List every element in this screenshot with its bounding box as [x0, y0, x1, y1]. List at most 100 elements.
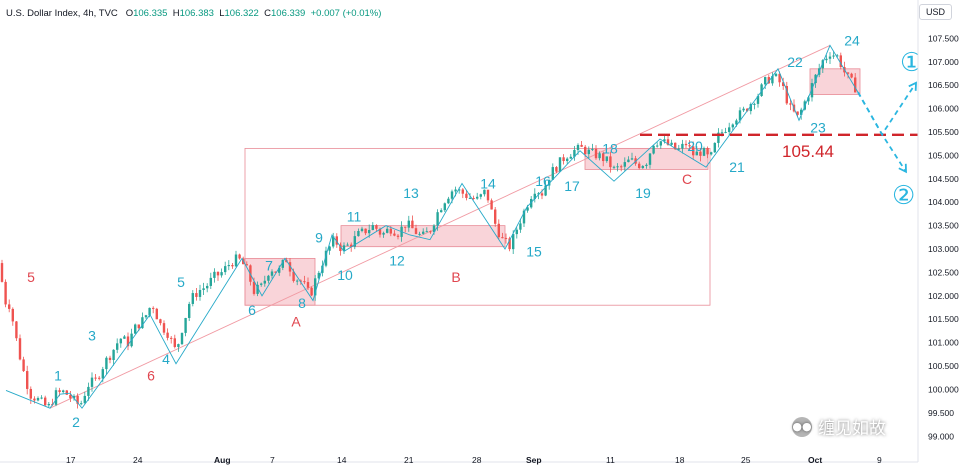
candle-body: [638, 163, 641, 169]
candle-body: [782, 82, 785, 86]
wave-label: C: [682, 171, 692, 187]
trendline-layer: [49, 44, 831, 409]
candle-body: [152, 307, 155, 309]
wave-label: 2: [72, 414, 80, 430]
y-tick-label: 100.000: [928, 384, 959, 394]
candle-body: [530, 198, 533, 208]
low-value: 106.322: [224, 8, 259, 19]
candle-body: [29, 388, 32, 399]
candle-body: [526, 207, 529, 211]
candle-body: [418, 233, 421, 235]
candle-body: [612, 166, 616, 168]
candle-body: [303, 281, 306, 283]
projection-layer: ①②: [857, 48, 923, 211]
candle-body: [8, 304, 11, 309]
wave-label: 6: [248, 302, 256, 318]
candle-body: [393, 233, 396, 236]
candle-body: [54, 390, 58, 405]
candle-body: [573, 149, 576, 157]
x-tick-label: 25: [741, 455, 751, 465]
wave-label: 20: [687, 138, 703, 154]
candle-body: [663, 139, 666, 142]
candle-body: [821, 60, 824, 69]
candle-body: [263, 280, 266, 284]
candle-body: [454, 189, 457, 192]
candle-body: [342, 245, 346, 252]
support-level-label: 105.44: [782, 142, 834, 161]
candle-body: [386, 228, 389, 233]
candle-body: [83, 395, 86, 404]
candle-body: [494, 209, 497, 224]
candle-body: [490, 200, 493, 210]
candle-body: [450, 191, 454, 199]
candle-body: [807, 97, 810, 102]
candle-body: [645, 164, 648, 167]
candle-body: [378, 228, 382, 235]
candle-body: [674, 142, 677, 150]
candle-body: [87, 386, 90, 396]
candle-body: [404, 226, 407, 228]
candle-body: [245, 264, 248, 266]
x-tick-label: 7: [270, 455, 275, 465]
candle-body: [137, 324, 140, 329]
y-tick-label: 107.500: [928, 33, 959, 43]
y-axis-background: [918, 0, 962, 471]
candle-body: [90, 377, 94, 387]
change-value: +0.007 (+0.01%): [310, 8, 382, 19]
candle-body: [76, 395, 79, 404]
candle-body: [447, 198, 450, 204]
candle-body: [465, 193, 468, 198]
candle-body: [184, 317, 187, 333]
y-tick-label: 99.500: [928, 408, 954, 418]
wave-label: 13: [403, 185, 419, 201]
candle-body: [710, 152, 713, 155]
candle-body: [616, 166, 619, 168]
candle-body: [767, 77, 770, 84]
wave-label: 5: [177, 274, 185, 290]
candle-body: [580, 144, 583, 147]
level-layer: 105.44: [640, 133, 950, 161]
candle-body: [382, 232, 385, 235]
candle-body: [180, 332, 184, 345]
candle-body: [630, 158, 634, 160]
wave-count-path: [5, 44, 859, 409]
chart-legend: U.S. Dollar Index, 4h, TVC O106.335 H106…: [6, 8, 381, 19]
candle-body: [458, 189, 461, 191]
candle-body: [508, 238, 511, 250]
candle-body: [270, 271, 274, 276]
candle-body: [695, 151, 698, 156]
candle-body: [288, 262, 292, 272]
candle-body: [33, 398, 36, 401]
currency-button[interactable]: USD: [918, 4, 952, 20]
candle-body: [641, 166, 644, 169]
candle-body: [774, 73, 778, 76]
candle-body: [389, 228, 392, 234]
y-tick-label: 104.500: [928, 174, 959, 184]
candle-body: [191, 293, 194, 304]
wave-label: 24: [844, 33, 860, 49]
candle-body: [292, 271, 295, 282]
candle-body: [728, 127, 731, 132]
candle-body: [706, 148, 709, 155]
candle-body: [101, 369, 104, 379]
candle-body: [555, 167, 558, 172]
candle-body: [688, 145, 691, 147]
candle-body: [825, 58, 828, 61]
candle-body: [677, 148, 680, 150]
close-label: C: [264, 8, 271, 19]
candle-body: [414, 228, 418, 235]
candle-body: [317, 272, 320, 279]
candle-body: [339, 244, 342, 252]
low-label: L: [219, 8, 225, 19]
wave-label: 19: [635, 185, 651, 201]
candle-body: [141, 317, 144, 329]
candle-body: [98, 377, 101, 379]
candle-body: [368, 230, 371, 234]
candle-body: [267, 275, 270, 281]
candle-body: [22, 359, 25, 372]
candle-body: [252, 281, 256, 294]
candle-body: [713, 142, 716, 153]
scenario-label: ②: [892, 181, 915, 211]
candle-body: [828, 56, 832, 59]
